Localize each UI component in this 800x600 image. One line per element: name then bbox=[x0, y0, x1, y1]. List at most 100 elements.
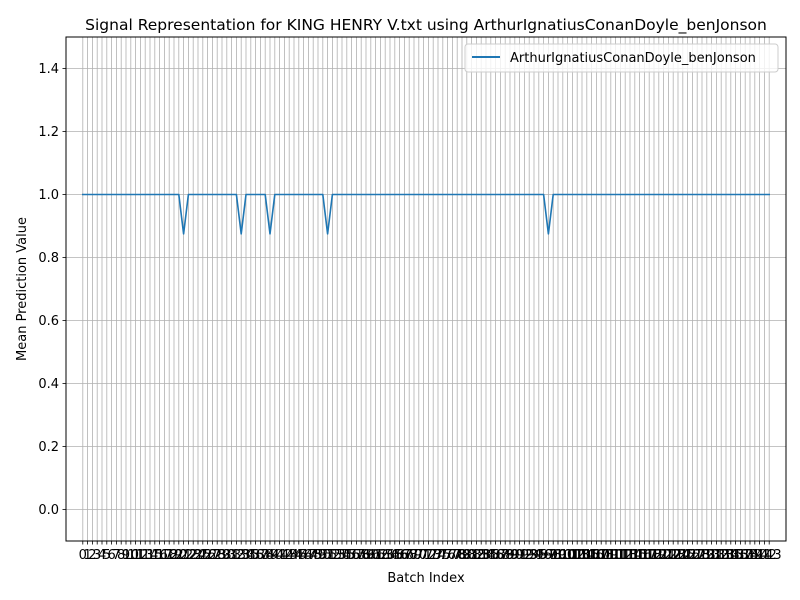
x-tick-label: 71 bbox=[415, 548, 432, 563]
series-layer bbox=[82, 193, 771, 235]
x-tick-label: 18 bbox=[161, 548, 178, 563]
x-tick-label: 108 bbox=[589, 548, 614, 563]
x-tick-label: 60 bbox=[363, 548, 380, 563]
x-axis-label: Batch Index bbox=[387, 571, 465, 586]
x-tick-label: 117 bbox=[632, 548, 657, 563]
x-tick-label: 64 bbox=[382, 548, 399, 563]
x-tick-label: 140 bbox=[742, 548, 767, 563]
x-tick-label: 67 bbox=[396, 548, 413, 563]
x-tick-label: 46 bbox=[295, 548, 312, 563]
x-tick-label: 42 bbox=[276, 548, 293, 563]
x-tick-label: 76 bbox=[439, 548, 456, 563]
x-tick-label: 72 bbox=[420, 548, 437, 563]
x-tick-label: 73 bbox=[425, 548, 442, 563]
x-tick-label: 3 bbox=[93, 548, 101, 563]
x-tick-label: 99 bbox=[550, 548, 567, 563]
x-tick-label: 143 bbox=[757, 548, 782, 563]
x-tick-label: 4 bbox=[98, 548, 106, 563]
x-tick-label: 110 bbox=[598, 548, 623, 563]
x-tick-label: 91 bbox=[511, 548, 528, 563]
x-tick-label: 25 bbox=[195, 548, 212, 563]
x-tick-label: 35 bbox=[243, 548, 260, 563]
x-tick-label: 142 bbox=[752, 548, 777, 563]
x-tick-label: 52 bbox=[324, 548, 341, 563]
x-tick-label: 39 bbox=[262, 548, 279, 563]
x-tick-label: 118 bbox=[637, 548, 662, 563]
x-tick-label: 10 bbox=[123, 548, 140, 563]
x-tick-label: 50 bbox=[315, 548, 332, 563]
x-tick-label: 43 bbox=[281, 548, 298, 563]
x-tick-label: 28 bbox=[209, 548, 226, 563]
x-tick-label: 107 bbox=[584, 548, 609, 563]
x-tick-label: 95 bbox=[531, 548, 548, 563]
x-tick-label: 78 bbox=[449, 548, 466, 563]
x-tick-label: 63 bbox=[377, 548, 394, 563]
x-tick-label: 89 bbox=[502, 548, 519, 563]
y-tick-label: 1.2 bbox=[38, 125, 59, 140]
x-tick-label: 8 bbox=[117, 548, 125, 563]
x-tick-label: 53 bbox=[329, 548, 346, 563]
x-tick-label: 123 bbox=[661, 548, 686, 563]
chart-title: Signal Representation for KING HENRY V.t… bbox=[85, 16, 767, 35]
x-tick-label: 88 bbox=[497, 548, 514, 563]
x-tick-label: 127 bbox=[680, 548, 705, 563]
x-tick-label: 128 bbox=[685, 548, 710, 563]
x-tick-label: 17 bbox=[156, 548, 173, 563]
y-axis-label: Mean Prediction Value bbox=[15, 217, 30, 361]
x-tick-label: 96 bbox=[535, 548, 552, 563]
x-tick-label: 75 bbox=[435, 548, 452, 563]
x-tick-label: 33 bbox=[233, 548, 250, 563]
x-tick-label: 1 bbox=[83, 548, 91, 563]
x-tick-label: 20 bbox=[171, 548, 188, 563]
x-tick-label: 81 bbox=[463, 548, 480, 563]
x-tick-label: 62 bbox=[372, 548, 389, 563]
y-tick-label: 0.4 bbox=[38, 377, 59, 392]
x-tick-label: 41 bbox=[271, 548, 288, 563]
x-tick-label: 12 bbox=[132, 548, 149, 563]
x-tick-label: 115 bbox=[622, 548, 647, 563]
x-tick-label: 124 bbox=[666, 548, 691, 563]
x-tick-label: 68 bbox=[401, 548, 418, 563]
x-tick-label: 133 bbox=[709, 548, 734, 563]
x-tick-label: 102 bbox=[560, 548, 585, 563]
x-tick-label: 77 bbox=[444, 548, 461, 563]
x-tick-label: 30 bbox=[219, 548, 236, 563]
x-tick-label: 54 bbox=[334, 548, 351, 563]
x-tick-label: 59 bbox=[358, 548, 375, 563]
x-tick-label: 29 bbox=[214, 548, 231, 563]
x-tick-label: 90 bbox=[507, 548, 524, 563]
y-tick-label: 1.0 bbox=[38, 188, 59, 203]
x-tick-label: 40 bbox=[267, 548, 284, 563]
x-tick-label: 7 bbox=[112, 548, 120, 563]
x-tick-label: 32 bbox=[228, 548, 245, 563]
legend: ArthurIgnatiusConanDoyle_benJonson bbox=[464, 43, 779, 73]
x-tick-label: 130 bbox=[694, 548, 719, 563]
x-tick-label: 21 bbox=[175, 548, 192, 563]
x-tick-label: 131 bbox=[699, 548, 724, 563]
x-tick-label: 26 bbox=[199, 548, 216, 563]
x-tick-label: 100 bbox=[550, 548, 575, 563]
x-tick-label: 2 bbox=[88, 548, 96, 563]
y-tick-label: 0.6 bbox=[38, 314, 59, 329]
x-tick-label: 19 bbox=[166, 548, 183, 563]
legend-label: ArthurIgnatiusConanDoyle_benJonson bbox=[510, 51, 756, 66]
x-tick-label: 13 bbox=[137, 548, 154, 563]
x-tick-label: 87 bbox=[492, 548, 509, 563]
x-tick-label: 79 bbox=[454, 548, 471, 563]
x-tick-label: 98 bbox=[545, 548, 562, 563]
x-tick-label: 31 bbox=[223, 548, 240, 563]
x-tick-label: 104 bbox=[570, 548, 595, 563]
x-tick-label: 48 bbox=[305, 548, 322, 563]
x-tick-label: 136 bbox=[723, 548, 748, 563]
x-tick-label: 139 bbox=[738, 548, 763, 563]
x-tick-label: 55 bbox=[339, 548, 356, 563]
x-tick-label: 34 bbox=[238, 548, 255, 563]
x-tick-label: 57 bbox=[348, 548, 365, 563]
x-axis-ticks: 0123456789101112131415161718192021222324… bbox=[79, 541, 782, 563]
x-tick-label: 119 bbox=[642, 548, 667, 563]
x-tick-label: 94 bbox=[526, 548, 543, 563]
x-tick-label: 80 bbox=[459, 548, 476, 563]
plot-frame bbox=[65, 36, 787, 542]
x-tick-label: 51 bbox=[319, 548, 336, 563]
